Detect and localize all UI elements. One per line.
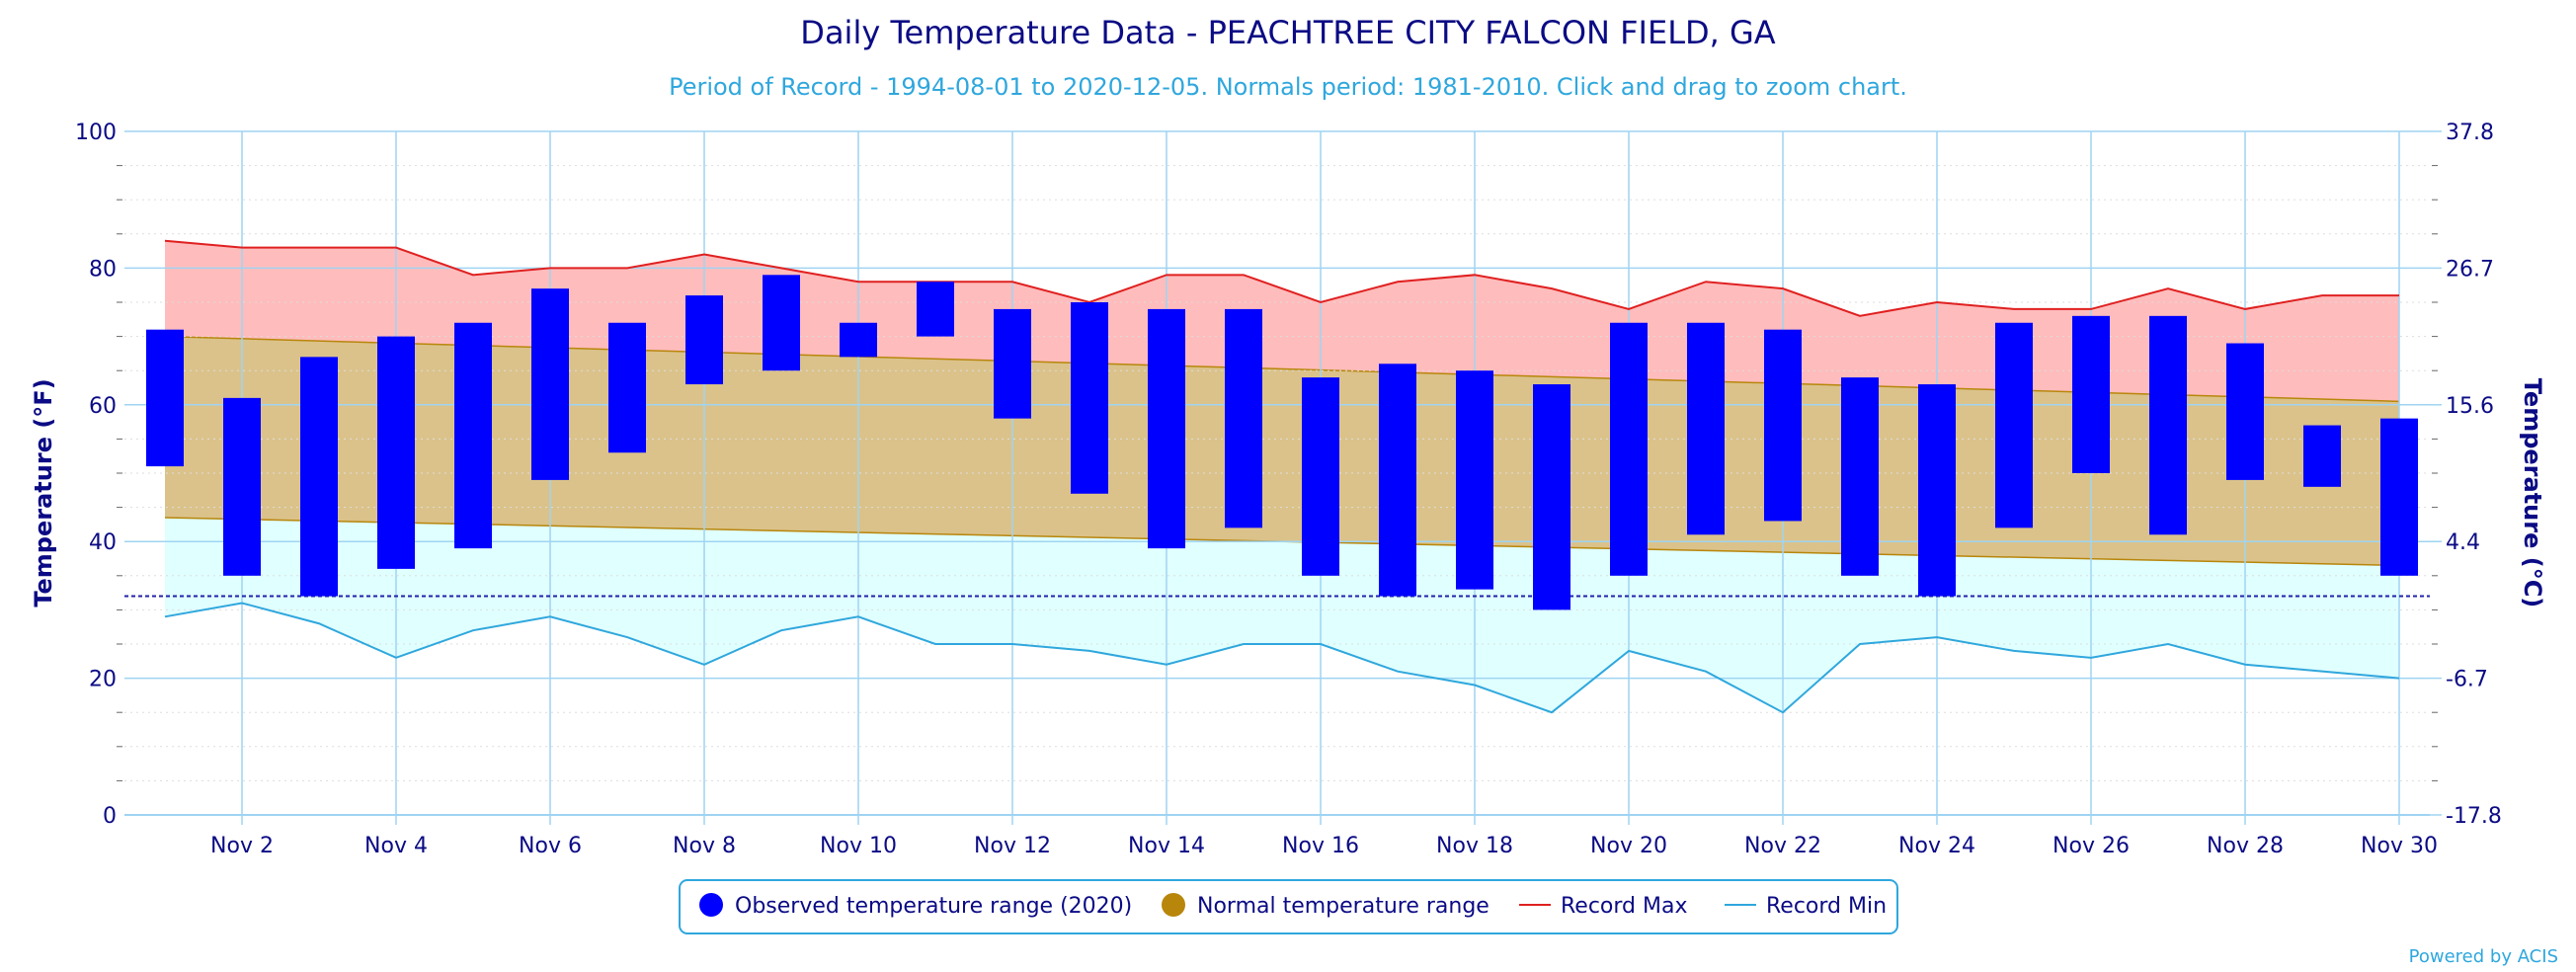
observed-range-bar — [1687, 322, 1725, 535]
x-tick-label: Nov 20 — [1590, 834, 1667, 858]
observed-range-bar — [1841, 377, 1879, 576]
x-tick-label: Nov 8 — [673, 834, 736, 858]
y-tick-label-left: 100 — [75, 121, 117, 145]
y-axis-title-left: Temperature (°F) — [30, 378, 57, 607]
observed-range-bar — [1225, 308, 1262, 528]
observed-range-bar — [685, 295, 723, 385]
record-min-line — [164, 602, 2400, 714]
observed-range-bar — [1610, 322, 1648, 576]
observed-range-bar — [2226, 343, 2264, 480]
observed-range-bar — [2303, 425, 2341, 487]
observed-range-bar — [763, 275, 800, 371]
legend-item-record-min[interactable]: Record Min — [1725, 894, 1887, 919]
observed-range-bar — [146, 329, 184, 467]
observed-range-bar — [608, 322, 646, 453]
plot-bands — [164, 240, 2400, 713]
x-tick-label: Nov 28 — [2207, 834, 2284, 858]
y-tick-label-right: -6.7 — [2446, 668, 2488, 692]
observed-range-bar — [1995, 322, 2033, 528]
observed-range-bar — [1456, 370, 1493, 590]
x-tick-label: Nov 14 — [1128, 834, 1205, 858]
observed-range-bar — [917, 282, 954, 337]
below-normal-band-area — [165, 517, 2399, 713]
x-tick-label: Nov 24 — [1898, 834, 1975, 858]
y-tick-label-right: -17.8 — [2446, 804, 2502, 829]
observed-range-bar — [300, 357, 338, 597]
legend-normal-marker — [1162, 893, 1185, 917]
x-tick-label: Nov 30 — [2361, 834, 2438, 858]
y-tick-label-left: 20 — [89, 668, 117, 692]
y-tick-label-right: 26.7 — [2446, 257, 2494, 282]
x-tick-label: Nov 18 — [1436, 834, 1513, 858]
observed-range-bar — [377, 336, 415, 569]
x-tick-label: Nov 26 — [2053, 834, 2130, 858]
y-tick-label-right: 4.4 — [2446, 530, 2480, 555]
y-tick-label-left: 80 — [89, 257, 117, 282]
chart-marks — [124, 239, 2430, 714]
axes: 0 -17.8 20 -6.7 40 4.4 60 15.6 80 26.7 100 37.8 Nov … — [75, 121, 2502, 858]
observed-range-bar — [223, 397, 261, 576]
y-axis-title-right: Temperature (°C) — [2519, 378, 2546, 608]
observed-range-bar — [1071, 302, 1108, 494]
legend-observed-marker — [699, 893, 723, 917]
chart-title: Daily Temperature Data - PEACHTREE CITY … — [800, 14, 1776, 51]
legend-record-max-label: Record Max — [1561, 894, 1688, 919]
observed-range-bar — [1533, 384, 1570, 610]
observed-range-bar — [2149, 315, 2187, 535]
chart-subtitle: Period of Record - 1994-08-01 to 2020-12… — [669, 73, 1907, 101]
x-tick-label: Nov 4 — [364, 834, 428, 858]
observed-range-bar — [2072, 315, 2110, 473]
y-tick-label-left: 0 — [103, 804, 117, 829]
y-tick-label-right: 15.6 — [2446, 394, 2494, 419]
legend-box — [679, 879, 1898, 934]
observed-range-bar — [531, 288, 569, 480]
legend-item-observed[interactable]: Observed temperature range (2020) — [699, 893, 1132, 919]
observed-range-bar — [1764, 329, 1802, 522]
observed-range-bar — [840, 322, 877, 358]
x-tick-label: Nov 22 — [1744, 834, 1821, 858]
y-tick-label-right: 37.8 — [2446, 121, 2494, 145]
x-tick-label: Nov 6 — [519, 834, 582, 858]
credits-link[interactable]: Powered by ACIS — [2409, 946, 2558, 967]
observed-range-bar — [1148, 308, 1185, 549]
y-tick-label-left: 40 — [89, 530, 117, 555]
observed-range-bar — [2380, 418, 2418, 576]
x-tick-label: Nov 12 — [974, 834, 1051, 858]
legend-observed-label: Observed temperature range (2020) — [735, 894, 1132, 919]
legend-record-min-label: Record Min — [1766, 894, 1887, 919]
observed-range-bar — [994, 308, 1031, 419]
observed-range-bar — [454, 322, 492, 549]
record-band-area — [165, 240, 2399, 402]
x-tick-label: Nov 2 — [210, 834, 274, 858]
y-tick-label-left: 60 — [89, 394, 117, 419]
x-tick-label: Nov 16 — [1282, 834, 1359, 858]
observed-range-bar — [1918, 384, 1956, 597]
normal-range-area — [165, 336, 2399, 566]
observed-range-bar — [1302, 377, 1339, 576]
x-tick-label: Nov 10 — [820, 834, 897, 858]
legend-item-normal[interactable]: Normal temperature range — [1162, 893, 1489, 919]
legend-item-record-max[interactable]: Record Max — [1519, 894, 1688, 919]
legend-normal-label: Normal temperature range — [1197, 894, 1489, 919]
observed-range-bar — [1379, 364, 1416, 597]
record-max-line — [164, 239, 2399, 317]
legend: Observed temperature range (2020) Normal… — [679, 879, 1898, 934]
